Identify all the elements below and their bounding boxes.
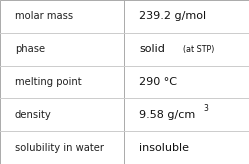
Text: 290 °C: 290 °C bbox=[139, 77, 177, 87]
Text: density: density bbox=[15, 110, 52, 120]
Text: 9.58 g/cm: 9.58 g/cm bbox=[139, 110, 195, 120]
Text: melting point: melting point bbox=[15, 77, 82, 87]
Text: phase: phase bbox=[15, 44, 45, 54]
Text: solid: solid bbox=[139, 44, 165, 54]
Text: solubility in water: solubility in water bbox=[15, 143, 104, 153]
Text: 239.2 g/mol: 239.2 g/mol bbox=[139, 11, 206, 21]
Text: 3: 3 bbox=[204, 104, 209, 113]
Text: molar mass: molar mass bbox=[15, 11, 73, 21]
Text: (at STP): (at STP) bbox=[183, 45, 214, 54]
Text: insoluble: insoluble bbox=[139, 143, 189, 153]
